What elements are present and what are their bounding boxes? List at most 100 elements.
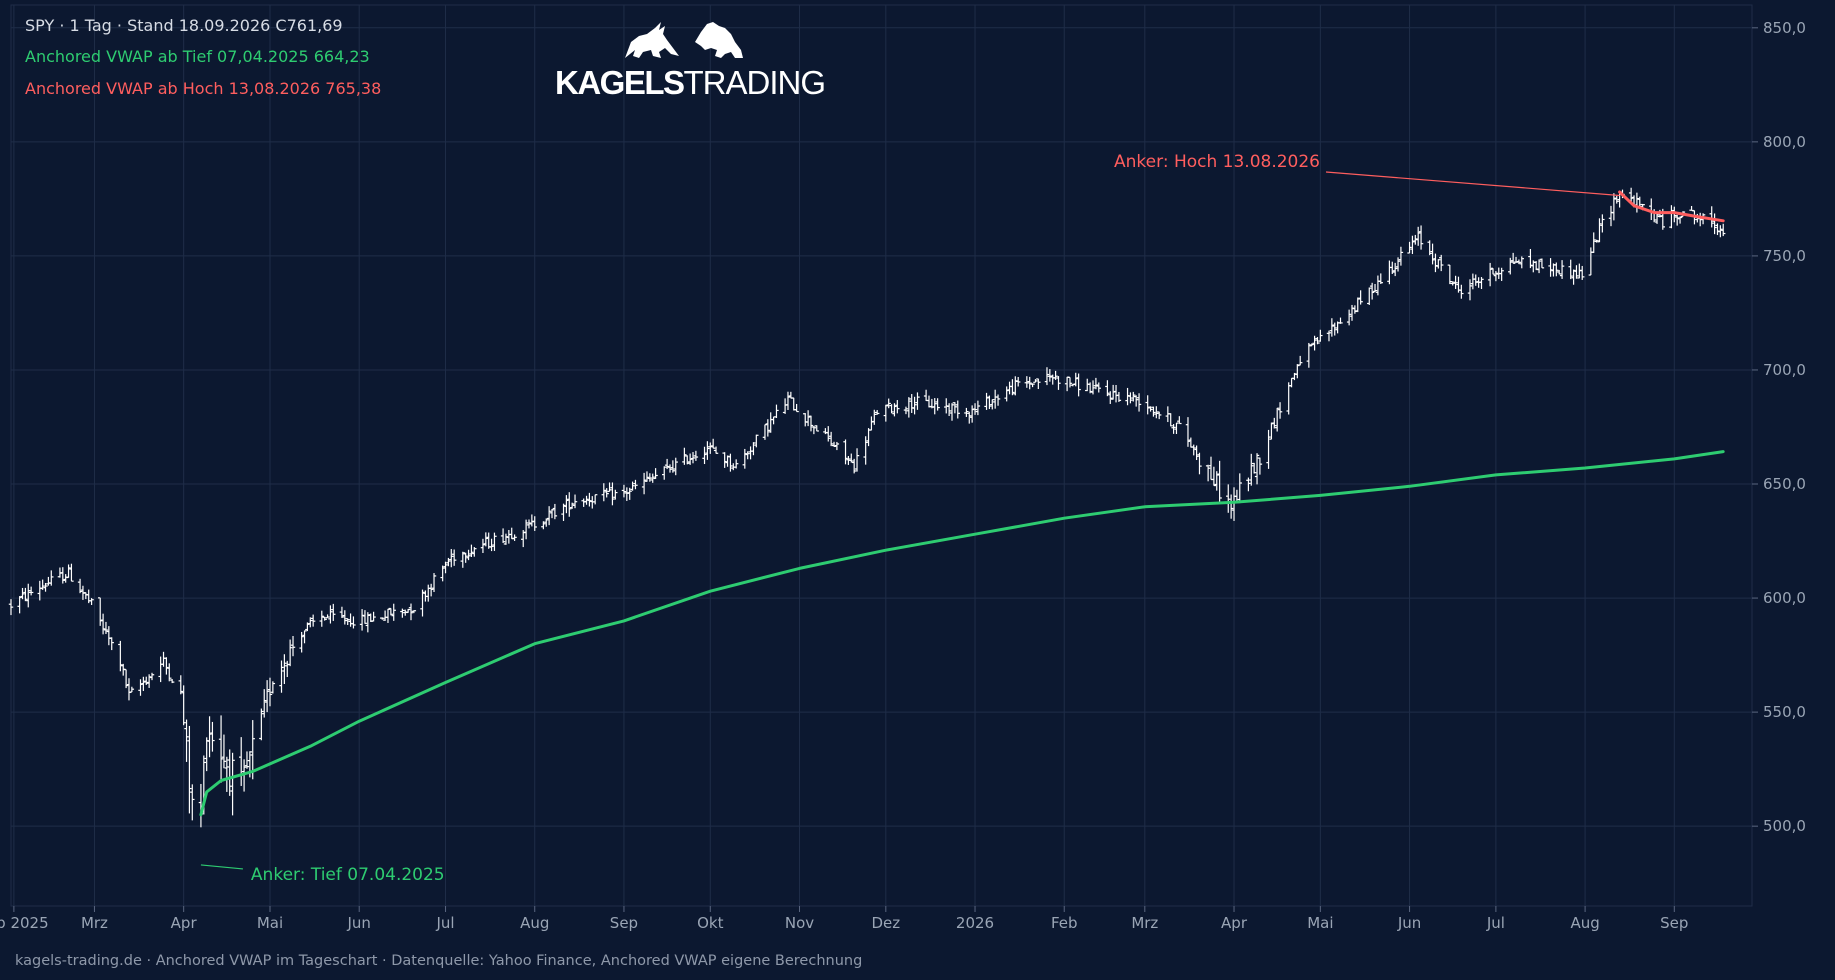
x-tick-label: Jun [1397, 914, 1421, 932]
ohlc-bar [662, 466, 667, 480]
ohlc-bar [1217, 460, 1222, 502]
ohlc-bar [1395, 257, 1401, 272]
ohlc-bar [164, 657, 169, 675]
ohlc-bar [843, 439, 848, 465]
ohlc-bar [912, 396, 917, 415]
ohlc-bar [1536, 259, 1542, 274]
ohlc-bar [693, 450, 699, 461]
ohlc-bar [319, 610, 324, 627]
ohlc-bar [641, 472, 647, 495]
y-tick-label: 600,0 [1763, 589, 1806, 607]
ohlc-bar [8, 599, 14, 616]
ohlc-bar [49, 570, 54, 586]
ohlc-bar [1493, 271, 1499, 282]
ohlc-bar [1574, 265, 1579, 279]
ohlc-bar [1378, 273, 1383, 285]
ohlc-bar [184, 719, 189, 762]
x-tick-label: Aug [520, 914, 549, 932]
ohlc-bar [1246, 477, 1251, 492]
ohlc-bar [17, 596, 22, 614]
ohlc-bar [380, 617, 385, 620]
ohlc-bar [1156, 411, 1162, 420]
ohlc-bar [1407, 241, 1412, 254]
ohlc-bar [1580, 265, 1585, 280]
ohlc-bar [270, 681, 276, 694]
ohlc-bar [100, 613, 106, 635]
ohlc-bar [279, 660, 284, 693]
ohlc-bar [1010, 379, 1015, 396]
ohlc-bar [1174, 422, 1179, 434]
ohlc-bar [1108, 391, 1113, 404]
ohlc-bar [1559, 260, 1565, 279]
ohlc-bar [451, 549, 457, 566]
ohlc-bar [388, 607, 394, 616]
ohlc-bar [1490, 267, 1496, 275]
ohlc-bar [178, 675, 183, 695]
ohlc-bar [1136, 393, 1142, 412]
ohlc-bar [814, 425, 819, 432]
ohlc-bar [544, 518, 549, 527]
ohlc-bar [103, 621, 109, 635]
ohlc-bar [146, 674, 152, 688]
ohlc-bar [149, 672, 155, 681]
ohlc-bar [1036, 378, 1041, 389]
ohlc-bar [264, 680, 270, 713]
ohlc-bar [299, 631, 304, 653]
logo-text-thin: TRADING [683, 64, 826, 101]
ohlc-bar [1145, 395, 1150, 415]
ohlc-bar [604, 488, 609, 498]
ohlc-bar [1600, 214, 1605, 233]
ohlc-bar [630, 481, 635, 491]
x-tick-label: Feb 2025 [0, 914, 49, 932]
ohlc-bar [480, 538, 486, 554]
vwap-high-label: Anchored VWAP ab Hoch 13,08.2026 765,38 [25, 79, 382, 98]
ohlc-bar [1329, 318, 1335, 337]
ohlc-bar [935, 398, 940, 411]
ohlc-bar [1249, 453, 1254, 486]
ohlc-bar [405, 608, 411, 614]
ohlc-bar [1410, 235, 1415, 255]
x-tick-label: Okt [697, 914, 723, 932]
ohlc-bar [762, 424, 768, 440]
ohlc-bar [1367, 287, 1372, 305]
ohlc-bar [23, 587, 28, 602]
ohlc-bar [895, 400, 900, 414]
ohlc-bar [984, 392, 989, 410]
bull-bear-icon [625, 22, 743, 58]
vwap-high-line [1618, 190, 1725, 223]
x-tick-label: Jul [1486, 914, 1505, 932]
ohlc-bar [633, 479, 638, 490]
x-tick-label: Apr [1221, 914, 1248, 932]
ohlc-bar [1030, 383, 1035, 388]
ohlc-bar [250, 720, 255, 780]
ohlc-bar [187, 725, 192, 814]
ohlc-bar [1355, 297, 1360, 313]
x-tick-label: Mrz [1131, 914, 1158, 932]
x-tick-label: Aug [1570, 914, 1599, 932]
ohlc-bar [123, 669, 129, 689]
ohlc-bar [385, 608, 391, 623]
ohlc-bar [420, 589, 425, 617]
ohlc-bar [932, 398, 937, 415]
ohlc-bar [1674, 214, 1680, 226]
x-tick-label: Mai [1307, 914, 1333, 932]
ohlc-bar [443, 561, 448, 574]
ohlc-bar [1487, 262, 1493, 287]
ohlc-bar [1594, 239, 1599, 243]
ohlc-bar [305, 622, 310, 632]
ohlc-bar [1033, 379, 1038, 383]
ohlc-bar [828, 431, 834, 447]
ohlc-bar [1272, 417, 1277, 429]
ohlc-bar [440, 565, 445, 582]
ohlc-bar [109, 637, 114, 651]
ohlc-bar [1185, 417, 1191, 447]
ohlc-bar [1508, 257, 1513, 275]
ohlc-bar [1133, 395, 1139, 407]
ohlc-bar [77, 578, 83, 594]
ohlc-bar [1436, 259, 1441, 269]
ohlc-bar [1358, 290, 1363, 305]
ohlc-bar [1447, 264, 1453, 285]
ohlc-bar [365, 612, 371, 633]
ohlc-bar [1269, 422, 1274, 440]
ohlc-bar [1398, 246, 1404, 266]
